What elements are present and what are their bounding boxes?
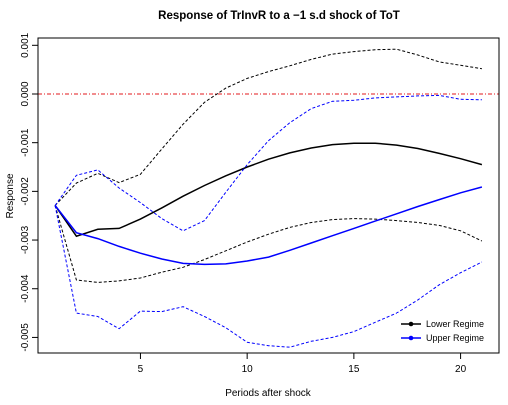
upper-regime-response-line bbox=[54, 186, 483, 266]
upper-regime-lower-band bbox=[54, 205, 483, 348]
y-axis-label: Response bbox=[5, 173, 16, 218]
y-tick-label: 0.001 bbox=[20, 32, 31, 57]
plot-frame bbox=[37, 37, 500, 354]
y-tick-label: -0.001 bbox=[20, 128, 31, 157]
legend-box bbox=[397, 313, 497, 351]
y-tick-label: -0.005 bbox=[20, 323, 31, 352]
x-axis-label: Periods after shock bbox=[225, 388, 312, 399]
upper-regime-legend-marker bbox=[408, 335, 414, 341]
upper-regime-legend-label: Upper Regime bbox=[426, 333, 484, 343]
lower-regime-legend-marker bbox=[408, 321, 414, 327]
lower-regime-lower-band bbox=[54, 205, 483, 283]
plot-area bbox=[38, 48, 499, 348]
y-tick-label: -0.004 bbox=[20, 274, 31, 303]
y-tick-label: 0.000 bbox=[20, 81, 31, 106]
chart-title: Response of TrInvR to a −1 s.d shock of … bbox=[158, 10, 400, 22]
x-tick-label: 15 bbox=[348, 364, 360, 375]
y-tick-label: -0.003 bbox=[20, 225, 31, 254]
legend: Lower Regime Upper Regime bbox=[397, 313, 497, 351]
y-tick-label: -0.002 bbox=[20, 177, 31, 206]
x-tick-label: 5 bbox=[138, 364, 144, 375]
lower-regime-response-line bbox=[54, 142, 483, 238]
x-tick-label: 20 bbox=[455, 364, 467, 375]
axes: 5 10 15 20 -0.005 -0.004 -0.003 -0.002 -0.001 0.0… bbox=[20, 32, 467, 375]
upper-regime-upper-band bbox=[54, 94, 482, 232]
lower-regime-upper-band bbox=[54, 48, 482, 206]
lower-regime-legend-label: Lower Regime bbox=[426, 319, 484, 329]
x-tick-label: 10 bbox=[242, 364, 254, 375]
